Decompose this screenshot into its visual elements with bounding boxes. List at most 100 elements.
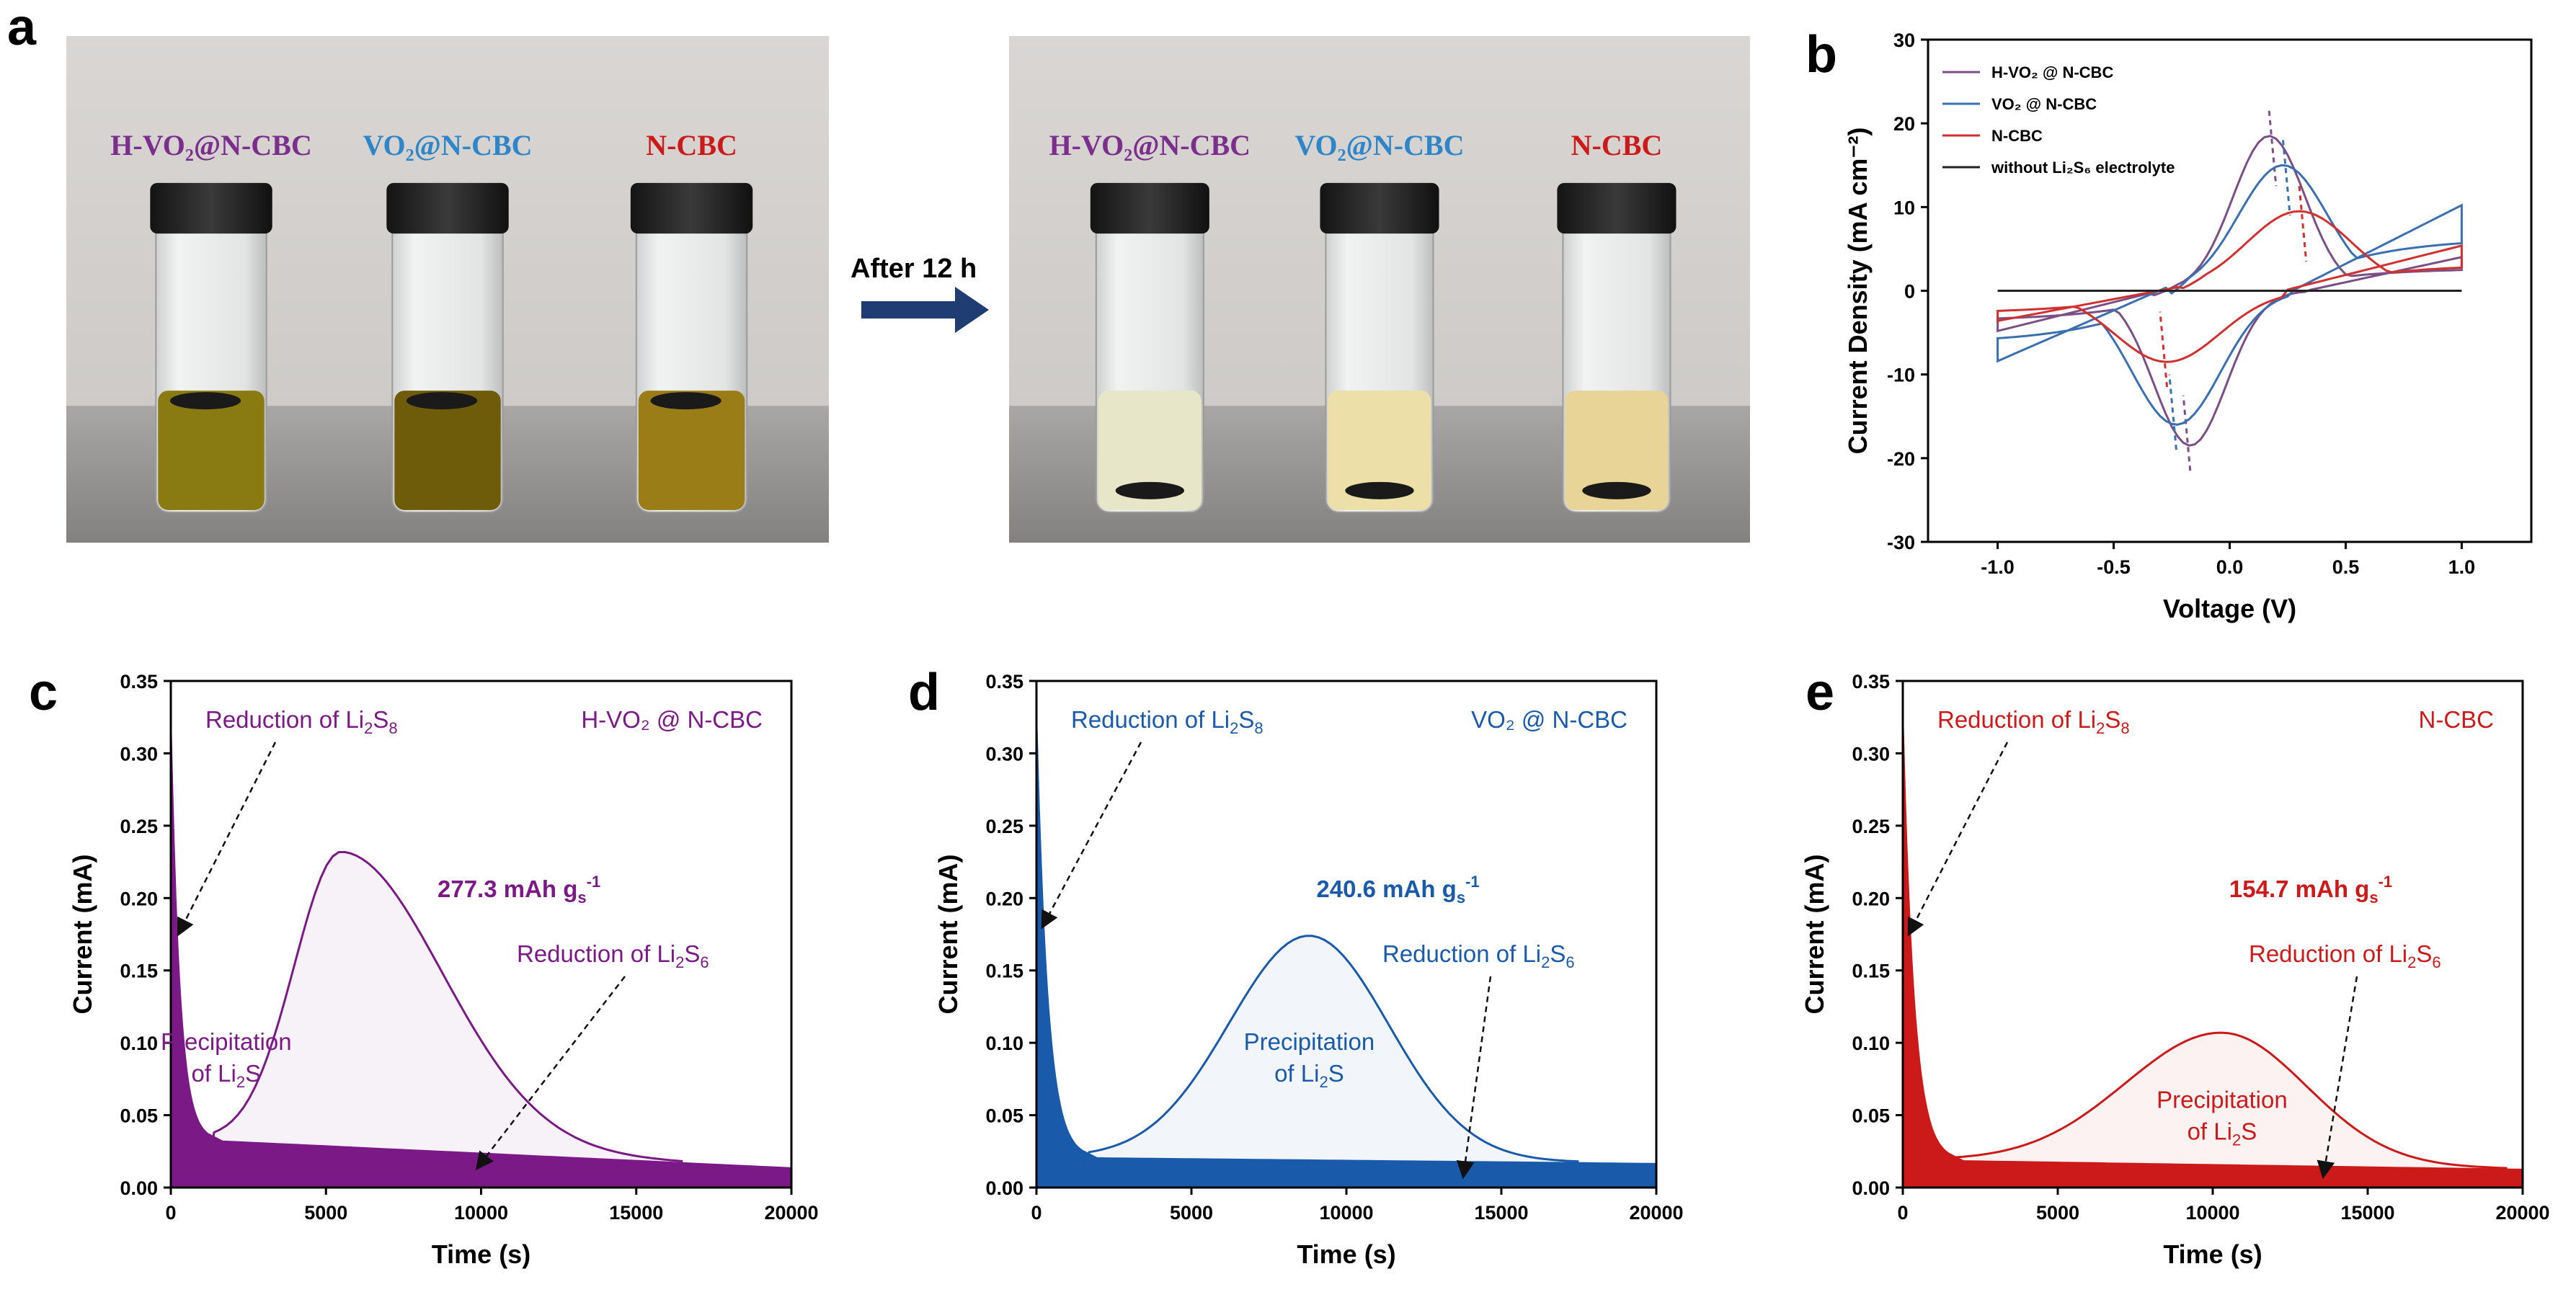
y-axis-label: Current (mA) <box>933 855 963 1015</box>
capacity-label: 154.7 mAh gs-1 <box>2229 873 2392 907</box>
anodic-peak-marker <box>2282 140 2291 216</box>
chronoamperometry-chart-hvo2: 0 5000 10000 15000 20000 0.00 0.05 0.10 0.15 0.20… <box>68 671 819 1269</box>
y-tick-label: 0.15 <box>985 961 1023 982</box>
annotation-arrow <box>177 741 277 937</box>
after-arrow-label: After 12 h <box>850 254 977 284</box>
series-cv-loop <box>1997 210 2463 363</box>
y-tick-label: 0.10 <box>120 1033 158 1054</box>
x-axis-label: Time (s) <box>432 1239 530 1269</box>
chronoamperometry-chart-vo2: 0 5000 10000 15000 20000 0.00 0.05 0.10 0.15 0.20… <box>933 671 1684 1269</box>
y-tick-label: 0.00 <box>985 1177 1023 1199</box>
x-tick-label: 5000 <box>304 1202 347 1224</box>
annotation-reduction-li2s6: Reduction of Li2S6 <box>2249 940 2441 971</box>
vial-cap <box>1557 182 1676 234</box>
panel-letter-d: d <box>908 664 940 721</box>
y-tick-label: 0.25 <box>985 816 1023 837</box>
panel-letter-b: b <box>1806 26 1837 84</box>
annotation-arrow <box>2317 976 2358 1180</box>
y-tick-label: 0.35 <box>120 671 158 692</box>
annotation-arrow <box>1456 976 1492 1180</box>
subscript: 2 <box>1319 1073 1328 1091</box>
subscript: s <box>2369 888 2378 907</box>
subscript: 2 <box>364 719 373 737</box>
legend-entry: N-CBC <box>1991 127 2043 145</box>
x-tick-label: 0 <box>1031 1202 1041 1224</box>
annotation-text: Reduction of Li <box>1071 706 1230 733</box>
vial-liquid <box>158 391 265 510</box>
x-axis-label: Time (s) <box>2163 1239 2262 1269</box>
x-tick-label: 0.0 <box>2216 556 2244 578</box>
annotation-arrow <box>1041 741 1142 930</box>
annotation-text: S <box>245 1060 261 1087</box>
y-tick-label: 0.15 <box>1852 961 1890 982</box>
after-arrow: After 12 h <box>850 254 989 333</box>
precipitation-label-line1: Precipitation <box>2157 1087 2288 1113</box>
annotation-arrow <box>1907 741 2009 937</box>
annotation-text: Reduction of Li <box>205 706 364 733</box>
superscript: -1 <box>587 873 601 891</box>
x-tick-label: 20000 <box>764 1202 818 1224</box>
capacity-value: 240.6 mAh g <box>1316 876 1456 902</box>
cathodic-peak-marker <box>2159 311 2169 388</box>
precipitation-label-line1: Precipitation <box>1244 1028 1375 1055</box>
annotation-text: of Li <box>1274 1060 1319 1087</box>
x-tick-label: 5000 <box>2036 1202 2079 1224</box>
capacity-value: 277.3 mAh g <box>438 876 577 902</box>
vial-liquid <box>1328 391 1431 510</box>
x-tick-label: 0 <box>165 1202 176 1224</box>
x-tick-label: -1.0 <box>1981 556 2015 578</box>
arrow-head <box>955 287 989 333</box>
annotation-reduction-li2s6: Reduction of Li2S6 <box>517 940 709 971</box>
annotation-text: Reduction of Li <box>517 940 675 967</box>
annotation-reduction-li2s8: Reduction of Li2S8 <box>1937 706 2130 737</box>
vial-cap <box>1320 182 1439 234</box>
y-tick-label: 0.00 <box>120 1177 158 1199</box>
carbon-disc <box>1345 481 1414 499</box>
x-tick-label: 15000 <box>1474 1202 1528 1224</box>
y-tick-label: 10 <box>1893 197 1915 218</box>
precipitation-label-line2: of Li2S <box>191 1060 261 1091</box>
anodic-peak-marker <box>2268 110 2278 187</box>
y-tick-label: -10 <box>1887 365 1915 386</box>
subscript: 8 <box>2120 719 2129 737</box>
subscript: 8 <box>1254 719 1263 737</box>
annotation-text: Reduction of Li <box>1937 706 2096 733</box>
vial-liquid <box>394 391 501 510</box>
y-axis-label: Current (mA) <box>1800 855 1829 1015</box>
y-tick-label: 0.25 <box>120 816 158 837</box>
annotation-text: S <box>1238 706 1254 733</box>
x-tick-label: 0 <box>1897 1202 1908 1224</box>
vial-liquid <box>638 391 745 510</box>
x-tick-label: 10000 <box>454 1202 508 1224</box>
vial-cap <box>386 182 509 234</box>
precipitation-label-line2: of Li2S <box>1274 1060 1344 1091</box>
x-tick-label: 20000 <box>1629 1202 1683 1224</box>
annotation-text: S <box>684 940 700 967</box>
sample-name: H-VO₂ @ N-CBC <box>581 706 763 733</box>
carbon-disc <box>406 392 478 410</box>
annotation-text: S <box>2241 1118 2257 1145</box>
y-tick-label: 0.30 <box>985 743 1023 765</box>
subscript: 2 <box>1541 953 1550 971</box>
carbon-disc <box>1115 481 1185 499</box>
vial-label: H-VO₂@N-CBC <box>110 129 312 161</box>
precipitation-curve <box>1948 1031 2508 1186</box>
panel-letter-c: c <box>29 664 58 721</box>
vial-label: N-CBC <box>646 129 737 161</box>
y-tick-label: 0.10 <box>985 1033 1023 1054</box>
y-tick-label: 0.25 <box>1852 816 1890 837</box>
annotation-text: S <box>1550 940 1565 967</box>
vial-cap <box>1090 182 1209 234</box>
panel-letter-a: a <box>7 0 37 56</box>
legend-entry: VO₂ @ N-CBC <box>1991 95 2097 113</box>
y-tick-label: 0.30 <box>120 743 158 765</box>
precipitation-label-line1: Precipitation <box>161 1028 292 1055</box>
legend-entry: without Li₂S₆ electrolyte <box>1991 159 2175 177</box>
y-tick-label: 0.20 <box>1852 888 1890 909</box>
annotation-text: Reduction of Li <box>2249 940 2407 967</box>
subscript: s <box>577 888 586 907</box>
y-tick-label: 0.00 <box>1852 1177 1890 1199</box>
precipitation-label-line2: of Li2S <box>2188 1118 2257 1149</box>
capacity-label: 277.3 mAh gs-1 <box>438 873 600 907</box>
